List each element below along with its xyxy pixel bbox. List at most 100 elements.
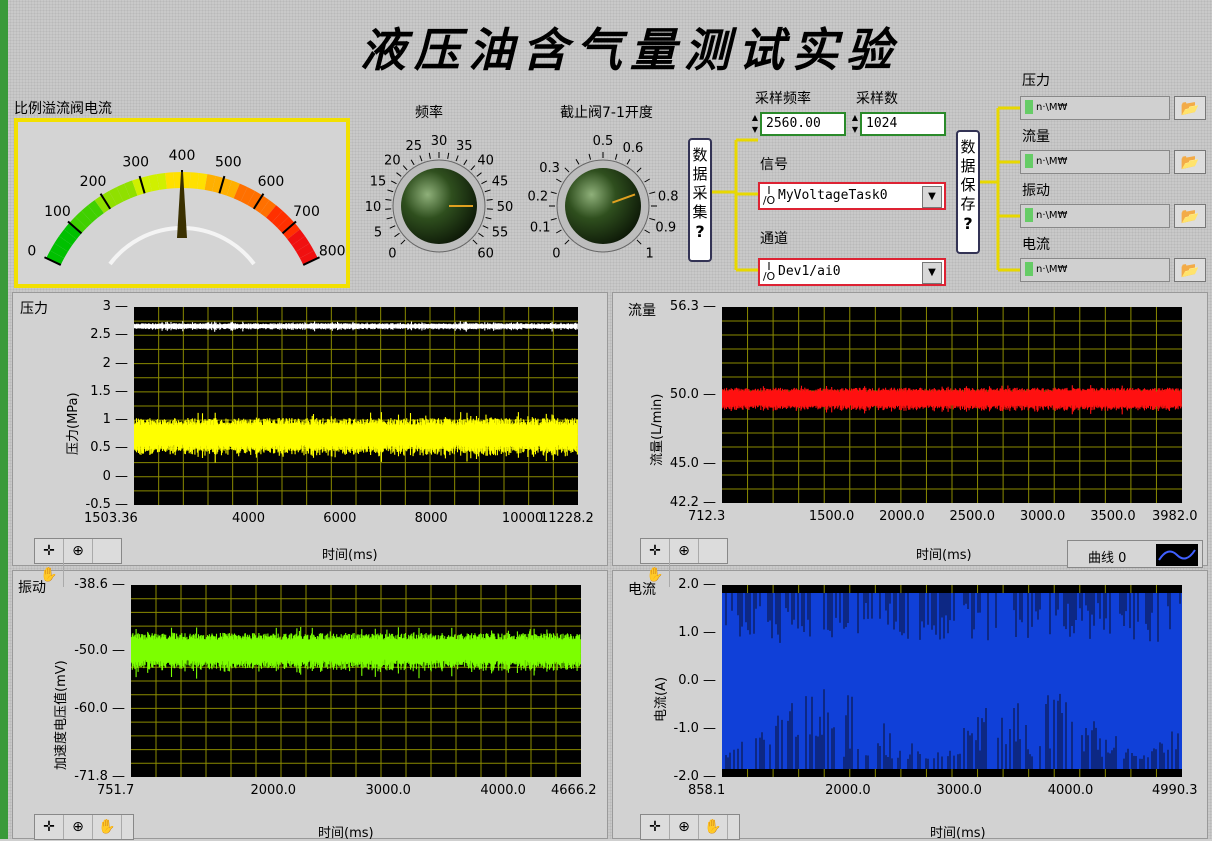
legend-label: 曲线 0 (1088, 547, 1126, 566)
cursor-tool-icon[interactable]: ✛ (35, 815, 64, 839)
flow-y-title: 流量(L/min) (646, 394, 665, 466)
knob-tick-label: 10 (365, 200, 382, 215)
pressure-y-tick: 2 — (103, 356, 128, 371)
vibration-x-tick: 751.7 (97, 783, 134, 798)
save-path-flow[interactable]: n·\M₩ (1020, 150, 1170, 174)
cursor-tool-icon[interactable]: ✛ (35, 539, 64, 563)
pressure-x-tick: 10000 (502, 511, 543, 526)
flow-x-tick: 2500.0 (950, 509, 996, 524)
gauge-tick-label: 100 (44, 204, 71, 220)
save-char-2: 据 (958, 157, 978, 176)
knob-tick-label: 35 (456, 139, 473, 154)
vibration-graph-tools: ✛⊕✋ (34, 814, 134, 840)
window-edge (0, 0, 8, 839)
pressure-plot-area[interactable] (134, 307, 578, 505)
signal-value: MyVoltageTask0 (778, 188, 888, 203)
current-x-tick: 4990.3 (1152, 783, 1198, 798)
gauge-tick-label: 500 (215, 155, 242, 171)
save-char-1: 数 (958, 138, 978, 157)
save-path-pressure[interactable]: n·\M₩ (1020, 96, 1170, 120)
knob-tick-label: 0.8 (658, 190, 678, 205)
sample-count-spinner[interactable]: ▲▼ (850, 112, 860, 136)
knob-tick-label: 0.3 (539, 161, 560, 176)
save-data-button[interactable]: 数 据 保 存 ? (956, 130, 980, 254)
flow-x-tick: 712.3 (688, 509, 725, 524)
acquire-help-icon: ? (690, 222, 710, 242)
sample-rate-spinner[interactable]: ▲▼ (750, 112, 760, 136)
acquire-data-button[interactable]: 数 据 采 集 ? (688, 138, 712, 262)
current-x-tick: 2000.0 (825, 783, 871, 798)
pressure-y-tick: 1.5 — (90, 384, 128, 399)
vibration-y-tick: -50.0 — (74, 643, 125, 658)
current-x-tick: 858.1 (688, 783, 725, 798)
folder-icon[interactable]: 📂 (1174, 96, 1206, 120)
folder-icon[interactable]: 📂 (1174, 204, 1206, 228)
folder-icon[interactable]: 📂 (1174, 150, 1206, 174)
vibration-x-tick: 3000.0 (365, 783, 411, 798)
current-y-tick: 1.0 — (678, 625, 716, 640)
flow-x-tick: 1500.0 (809, 509, 855, 524)
save-path-vibration-label: 振动 (1022, 180, 1050, 200)
knob-tick-label: 20 (384, 153, 401, 168)
pan-tool-icon[interactable]: ✋ (699, 815, 728, 839)
save-path-vibration[interactable]: n·\M₩ (1020, 204, 1170, 228)
vibration-y-title: 加速度电压值(mV) (50, 660, 69, 770)
knob-tick-label: 25 (405, 139, 422, 154)
pressure-y-tick: -0.5 — (86, 497, 129, 512)
zoom-tool-icon[interactable]: ⊕ (670, 539, 699, 563)
knob-tick-label: 0 (552, 247, 560, 262)
knob-tick-label: 55 (492, 225, 509, 240)
sample-rate-input[interactable]: 2560.00 (760, 112, 846, 136)
channel-select[interactable]: I/O Dev1/ai0 ▼ (758, 258, 946, 286)
zoom-tool-icon[interactable]: ⊕ (670, 815, 699, 839)
current-y-tick: 2.0 — (678, 577, 716, 592)
current-x-title: 时间(ms) (930, 822, 986, 841)
vibration-x-tick: 2000.0 (251, 783, 297, 798)
save-char-4: 存 (958, 195, 978, 214)
sample-count-input[interactable]: 1024 (860, 112, 946, 136)
chevron-down-icon[interactable]: ▼ (922, 262, 942, 284)
pan-tool-icon[interactable]: ✋ (641, 563, 670, 587)
knob-tick-label: 0.9 (655, 220, 676, 235)
knob-tick-label: 1 (646, 247, 654, 262)
chevron-down-icon[interactable]: ▼ (922, 186, 942, 208)
save-char-3: 保 (958, 176, 978, 195)
pressure-x-title: 时间(ms) (322, 544, 378, 563)
pressure-x-tick: 1503.36 (84, 511, 138, 526)
pressure-y-tick: 1 — (103, 412, 128, 427)
pressure-graph-label: 压力 (20, 298, 48, 318)
save-path-current-label: 电流 (1022, 234, 1050, 254)
pressure-x-tick: 8000 (415, 511, 448, 526)
zoom-tool-icon[interactable]: ⊕ (64, 539, 93, 563)
pressure-graph-tools: ✛⊕✋ (34, 538, 122, 564)
gauge-tick-label: 800 (319, 243, 346, 259)
cursor-tool-icon[interactable]: ✛ (641, 815, 670, 839)
vibration-plot-area[interactable] (131, 585, 581, 777)
plot-legend[interactable]: 曲线 0 (1067, 540, 1203, 568)
flow-x-tick: 3982.0 (1152, 509, 1198, 524)
pan-tool-icon[interactable]: ✋ (93, 815, 122, 839)
folder-icon[interactable]: 📂 (1174, 258, 1206, 282)
panel-title: 液压油含气量测试实验 (330, 14, 930, 80)
zoom-tool-icon[interactable]: ⊕ (64, 815, 93, 839)
knob-tick-label: 0.6 (623, 141, 644, 156)
sample-rate-label: 采样频率 (755, 88, 811, 108)
cursor-tool-icon[interactable]: ✛ (641, 539, 670, 563)
pressure-y-tick: 0.5 — (90, 440, 128, 455)
knob-tick-label: 50 (497, 200, 514, 215)
knob-tick-label: 0.5 (593, 134, 614, 149)
current-plot-area[interactable] (722, 585, 1182, 777)
signal-select[interactable]: I/O MyVoltageTask0 ▼ (758, 182, 946, 210)
save-path-current[interactable]: n·\M₩ (1020, 258, 1170, 282)
channel-label: 通道 (760, 228, 788, 248)
flow-x-title: 时间(ms) (916, 544, 972, 563)
current-y-tick: -1.0 — (674, 721, 717, 736)
pan-tool-icon[interactable]: ✋ (35, 563, 64, 587)
flow-plot-area[interactable] (722, 307, 1182, 503)
knob-tick-label: 60 (477, 247, 494, 262)
knob-tick-label: 40 (477, 153, 494, 168)
